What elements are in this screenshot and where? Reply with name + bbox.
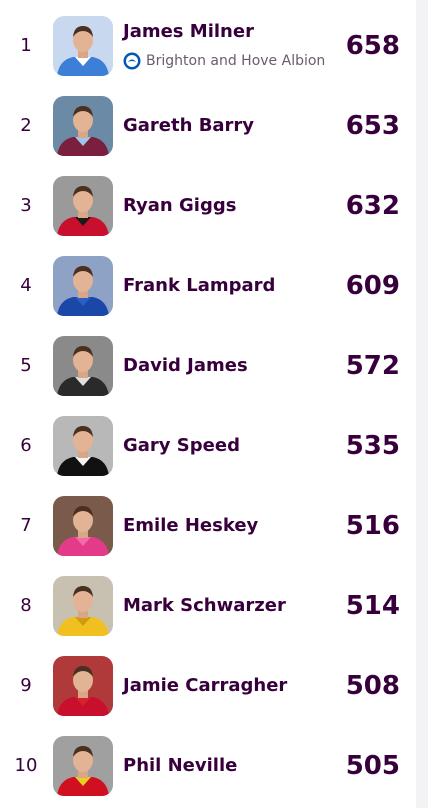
player-photo — [53, 16, 113, 76]
rank: 6 — [20, 435, 32, 456]
photo-art — [53, 736, 113, 796]
photo-art — [53, 176, 113, 236]
player-row[interactable]: 1 James Milner Brighton and Hove Albion 65… — [0, 6, 416, 86]
player-photo — [53, 336, 113, 396]
rank: 2 — [20, 115, 32, 136]
player-row[interactable]: 5 David James 572 — [0, 326, 416, 406]
player-name[interactable]: Frank Lampard — [123, 275, 276, 296]
appearances: 658 — [345, 31, 400, 61]
player-name[interactable]: Emile Heskey — [123, 515, 259, 536]
player-photo — [53, 576, 113, 636]
player-photo — [53, 736, 113, 796]
player-row[interactable]: 2 Gareth Barry 653 — [0, 86, 416, 166]
player-photo — [53, 416, 113, 476]
player-name[interactable]: Ryan Giggs — [123, 195, 237, 216]
rank: 3 — [20, 195, 32, 216]
rank: 1 — [20, 35, 32, 56]
photo-art — [53, 496, 113, 556]
appearances: 516 — [345, 511, 400, 541]
photo-art — [53, 656, 113, 716]
rank: 9 — [20, 675, 32, 696]
rank: 10 — [14, 755, 38, 776]
player-name[interactable]: Gary Speed — [123, 435, 240, 456]
player-name[interactable]: Mark Schwarzer — [123, 595, 286, 616]
rank: 4 — [20, 275, 32, 296]
player-row[interactable]: 10 Phil Neville 505 — [0, 726, 416, 806]
player-row[interactable]: 7 Emile Heskey 516 — [0, 486, 416, 566]
player-photo — [53, 496, 113, 556]
player-list: 1 James Milner Brighton and Hove Albion 65… — [0, 6, 416, 806]
appearances: 632 — [345, 191, 400, 221]
photo-art — [53, 576, 113, 636]
player-row[interactable]: 6 Gary Speed 535 — [0, 406, 416, 486]
photo-art — [53, 416, 113, 476]
appearances: 572 — [345, 351, 400, 381]
player-photo — [53, 96, 113, 156]
player-name[interactable]: Phil Neville — [123, 755, 238, 776]
appearances: 535 — [345, 431, 400, 461]
club: Brighton and Hove Albion — [123, 52, 325, 70]
player-row[interactable]: 8 Mark Schwarzer 514 — [0, 566, 416, 646]
player-row[interactable]: 9 Jamie Carragher 508 — [0, 646, 416, 726]
rank: 5 — [20, 355, 32, 376]
player-row[interactable]: 3 Ryan Giggs 632 — [0, 166, 416, 246]
player-name[interactable]: James Milner — [123, 21, 254, 42]
rank: 7 — [20, 515, 32, 536]
player-photo — [53, 256, 113, 316]
club-badge — [123, 52, 141, 70]
appearances: 508 — [345, 671, 400, 701]
photo-art — [53, 96, 113, 156]
photo-art — [53, 336, 113, 396]
player-photo — [53, 176, 113, 236]
player-name[interactable]: David James — [123, 355, 248, 376]
appearances: 609 — [345, 271, 400, 301]
scrollbar-track — [416, 0, 428, 808]
appearances: 505 — [345, 751, 400, 781]
player-photo — [53, 656, 113, 716]
rank: 8 — [20, 595, 32, 616]
player-name[interactable]: Jamie Carragher — [123, 675, 288, 696]
appearances: 653 — [345, 111, 400, 141]
player-row[interactable]: 4 Frank Lampard 609 — [0, 246, 416, 326]
photo-art — [53, 16, 113, 76]
photo-art — [53, 256, 113, 316]
club-name: Brighton and Hove Albion — [146, 53, 326, 69]
player-name[interactable]: Gareth Barry — [123, 115, 255, 136]
appearances: 514 — [345, 591, 400, 621]
